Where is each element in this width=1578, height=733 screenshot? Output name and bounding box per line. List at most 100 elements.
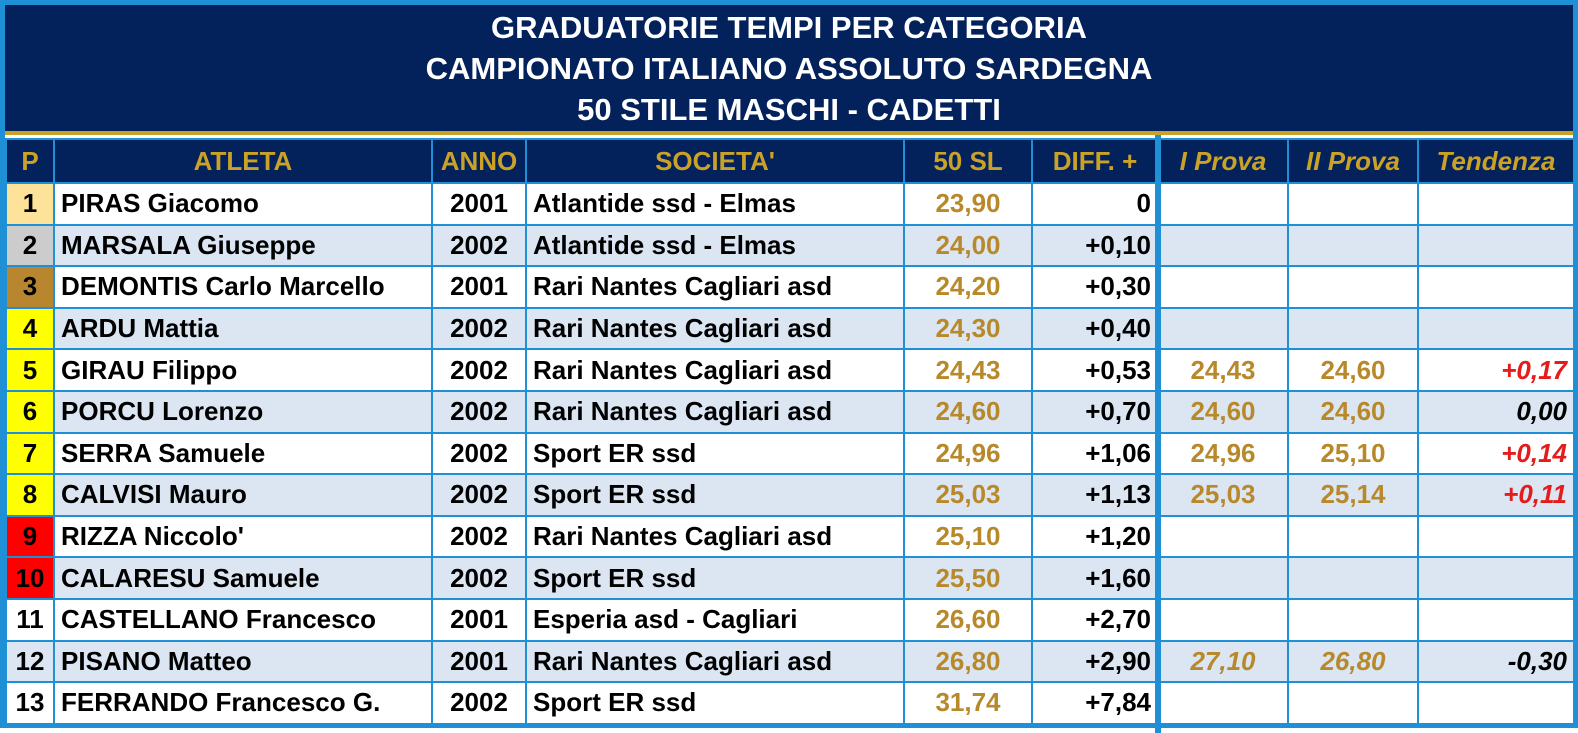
trial-2-cell (1287, 265, 1419, 309)
trial-1-cell (1157, 306, 1289, 351)
athlete-cell: CASTELLANO Francesco (53, 597, 433, 642)
header-diff: DIFF. + (1031, 138, 1159, 184)
table-row: 10 CALARESU Samuele 2002 Sport ER ssd 25,50 +… (5, 556, 1575, 600)
club-cell: Atlantide ssd - Elmas (525, 223, 905, 268)
year-cell: 2002 (431, 223, 527, 268)
trend-cell (1417, 306, 1575, 351)
year-cell: 2002 (431, 473, 527, 517)
header-athlete: ATLETA (53, 138, 433, 184)
diff-cell: +7,84 (1031, 681, 1159, 725)
title-line-3: 50 STILE MASCHI - CADETTI (577, 92, 1001, 127)
trial-1-cell (1157, 182, 1289, 226)
diff-cell: +0,53 (1031, 348, 1159, 392)
table-row: 2 MARSALA Giuseppe 2002 Atlantide ssd - Elm… (5, 223, 1575, 268)
year-cell: 2001 (431, 182, 527, 226)
club-cell: Rari Nantes Cagliari asd (525, 389, 905, 434)
diff-cell: +1,06 (1031, 431, 1159, 476)
ranking-table: P ATLETA ANNO SOCIETA' 50 SL DIFF. + I P… (5, 138, 1575, 725)
column-separator (1155, 135, 1161, 733)
table-row: 9 RIZZA Niccolo' 2002 Rari Nantes Cagliari … (5, 514, 1575, 559)
header-pos: P (5, 138, 55, 184)
header-club: SOCIETA' (525, 138, 905, 184)
diff-cell: +1,60 (1031, 556, 1159, 600)
club-cell: Sport ER ssd (525, 681, 905, 725)
diff-cell: +0,30 (1031, 265, 1159, 309)
header-trial-1: I Prova (1157, 138, 1289, 184)
trend-cell (1417, 681, 1575, 725)
diff-cell: +0,10 (1031, 223, 1159, 268)
time-cell: 24,00 (903, 223, 1033, 268)
year-cell: 2002 (431, 306, 527, 351)
table-row: 4 ARDU Mattia 2002 Rari Nantes Cagliari asd… (5, 306, 1575, 351)
time-cell: 31,74 (903, 681, 1033, 725)
trial-1-cell (1157, 597, 1289, 642)
year-cell: 2002 (431, 514, 527, 559)
club-cell: Esperia asd - Cagliari (525, 597, 905, 642)
trial-1-cell: 27,10 (1157, 639, 1289, 684)
time-cell: 24,43 (903, 348, 1033, 392)
title-banner: GRADUATORIE TEMPI PER CATEGORIA CAMPIONA… (5, 5, 1573, 131)
diff-cell: +0,40 (1031, 306, 1159, 351)
trend-cell: +0,14 (1417, 431, 1575, 476)
athlete-cell: MARSALA Giuseppe (53, 223, 433, 268)
header-time: 50 SL (903, 138, 1033, 184)
header-trend: Tendenza (1417, 138, 1575, 184)
athlete-cell: PISANO Matteo (53, 639, 433, 684)
year-cell: 2001 (431, 265, 527, 309)
club-cell: Rari Nantes Cagliari asd (525, 265, 905, 309)
time-cell: 24,96 (903, 431, 1033, 476)
position-cell: 11 (5, 597, 55, 642)
diff-cell: +1,20 (1031, 514, 1159, 559)
athlete-cell: PORCU Lorenzo (53, 389, 433, 434)
time-cell: 25,03 (903, 473, 1033, 517)
diff-cell: +2,70 (1031, 597, 1159, 642)
table-row: 5 GIRAU Filippo 2002 Rari Nantes Cagliari a… (5, 348, 1575, 392)
position-cell: 10 (5, 556, 55, 600)
time-cell: 25,50 (903, 556, 1033, 600)
club-cell: Rari Nantes Cagliari asd (525, 639, 905, 684)
time-cell: 26,60 (903, 597, 1033, 642)
trend-cell: +0,17 (1417, 348, 1575, 392)
diff-cell: +2,90 (1031, 639, 1159, 684)
diff-cell: 0 (1031, 182, 1159, 226)
trial-1-cell: 24,96 (1157, 431, 1289, 476)
header-trial-2: II Prova (1287, 138, 1419, 184)
position-cell: 6 (5, 389, 55, 434)
trial-1-cell (1157, 556, 1289, 600)
trend-cell: -0,30 (1417, 639, 1575, 684)
diff-cell: +1,13 (1031, 473, 1159, 517)
year-cell: 2002 (431, 431, 527, 476)
trial-2-cell: 24,60 (1287, 389, 1419, 434)
trial-1-cell: 25,03 (1157, 473, 1289, 517)
trend-cell (1417, 556, 1575, 600)
year-cell: 2002 (431, 681, 527, 725)
year-cell: 2002 (431, 389, 527, 434)
diff-cell: +0,70 (1031, 389, 1159, 434)
header-row: P ATLETA ANNO SOCIETA' 50 SL DIFF. + I P… (5, 138, 1575, 184)
position-cell: 1 (5, 182, 55, 226)
athlete-cell: DEMONTIS Carlo Marcello (53, 265, 433, 309)
trial-2-cell (1287, 182, 1419, 226)
trend-cell: 0,00 (1417, 389, 1575, 434)
time-cell: 24,30 (903, 306, 1033, 351)
trial-2-cell (1287, 223, 1419, 268)
trial-2-cell: 25,10 (1287, 431, 1419, 476)
athlete-cell: SERRA Samuele (53, 431, 433, 476)
trial-2-cell: 26,80 (1287, 639, 1419, 684)
table-row: 1 PIRAS Giacomo 2001 Atlantide ssd - Elmas 2… (5, 182, 1575, 226)
club-cell: Rari Nantes Cagliari asd (525, 348, 905, 392)
trial-2-cell (1287, 681, 1419, 725)
title-line-2: CAMPIONATO ITALIANO ASSOLUTO SARDEGNA (425, 51, 1153, 86)
athlete-cell: CALARESU Samuele (53, 556, 433, 600)
trial-1-cell: 24,60 (1157, 389, 1289, 434)
athlete-cell: PIRAS Giacomo (53, 182, 433, 226)
athlete-cell: ARDU Mattia (53, 306, 433, 351)
table-row: 13 FERRANDO Francesco G. 2002 Sport ER ssd 3… (5, 681, 1575, 725)
trend-cell (1417, 514, 1575, 559)
time-cell: 26,80 (903, 639, 1033, 684)
club-cell: Rari Nantes Cagliari asd (525, 514, 905, 559)
header-year: ANNO (431, 138, 527, 184)
trial-1-cell (1157, 681, 1289, 725)
gold-divider (5, 131, 1573, 135)
